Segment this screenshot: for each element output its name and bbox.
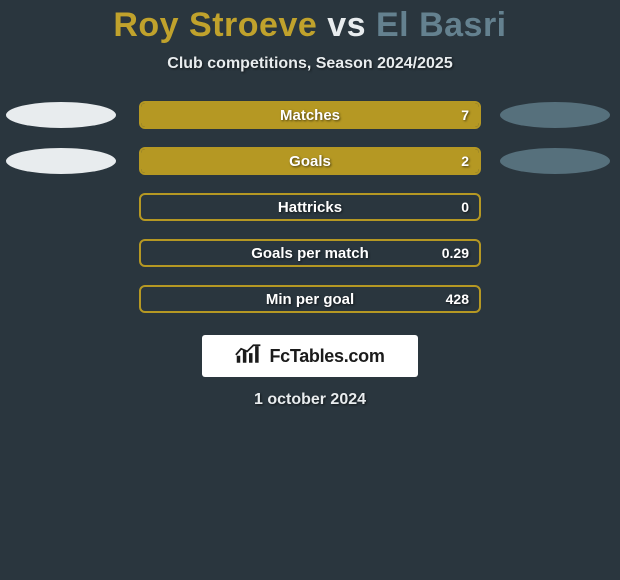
- comparison-card: Roy Stroeve vs El Basri Club competition…: [0, 0, 620, 409]
- brand-text: FcTables.com: [269, 346, 384, 367]
- stat-row: Hattricks 0: [0, 193, 620, 221]
- date-text: 1 october 2024: [254, 391, 366, 409]
- stat-label: Goals per match: [251, 245, 369, 262]
- stat-row: Min per goal 428: [0, 285, 620, 313]
- stat-value: 7: [461, 107, 469, 123]
- vs-text: vs: [327, 6, 366, 44]
- stat-label: Goals: [289, 153, 331, 170]
- player2-marker: [500, 148, 610, 174]
- stat-bar: Min per goal 428: [139, 285, 481, 313]
- stat-bar: Matches 7: [139, 101, 481, 129]
- player1-marker: [6, 148, 116, 174]
- bar-chart-icon: [235, 343, 263, 370]
- player1-name: Roy Stroeve: [113, 6, 317, 44]
- stat-value: 0: [461, 199, 469, 215]
- stat-label: Matches: [280, 107, 340, 124]
- player2-name: El Basri: [376, 6, 507, 44]
- stat-row: Goals 2: [0, 147, 620, 175]
- brand-badge: FcTables.com: [202, 335, 418, 377]
- player1-marker: [6, 102, 116, 128]
- stat-row: Matches 7: [0, 101, 620, 129]
- stat-bar: Goals 2: [139, 147, 481, 175]
- player2-marker: [500, 102, 610, 128]
- stat-label: Hattricks: [278, 199, 342, 216]
- stat-value: 428: [446, 291, 469, 307]
- stat-value: 0.29: [442, 245, 469, 261]
- subtitle: Club competitions, Season 2024/2025: [167, 55, 452, 73]
- page-title: Roy Stroeve vs El Basri: [113, 6, 506, 45]
- stat-bar: Hattricks 0: [139, 193, 481, 221]
- stat-label: Min per goal: [266, 291, 354, 308]
- stat-value: 2: [461, 153, 469, 169]
- stat-bar: Goals per match 0.29: [139, 239, 481, 267]
- stats-rows: Matches 7 Goals 2 Hattricks 0 Goals per match 0…: [0, 101, 620, 313]
- stat-row: Goals per match 0.29: [0, 239, 620, 267]
